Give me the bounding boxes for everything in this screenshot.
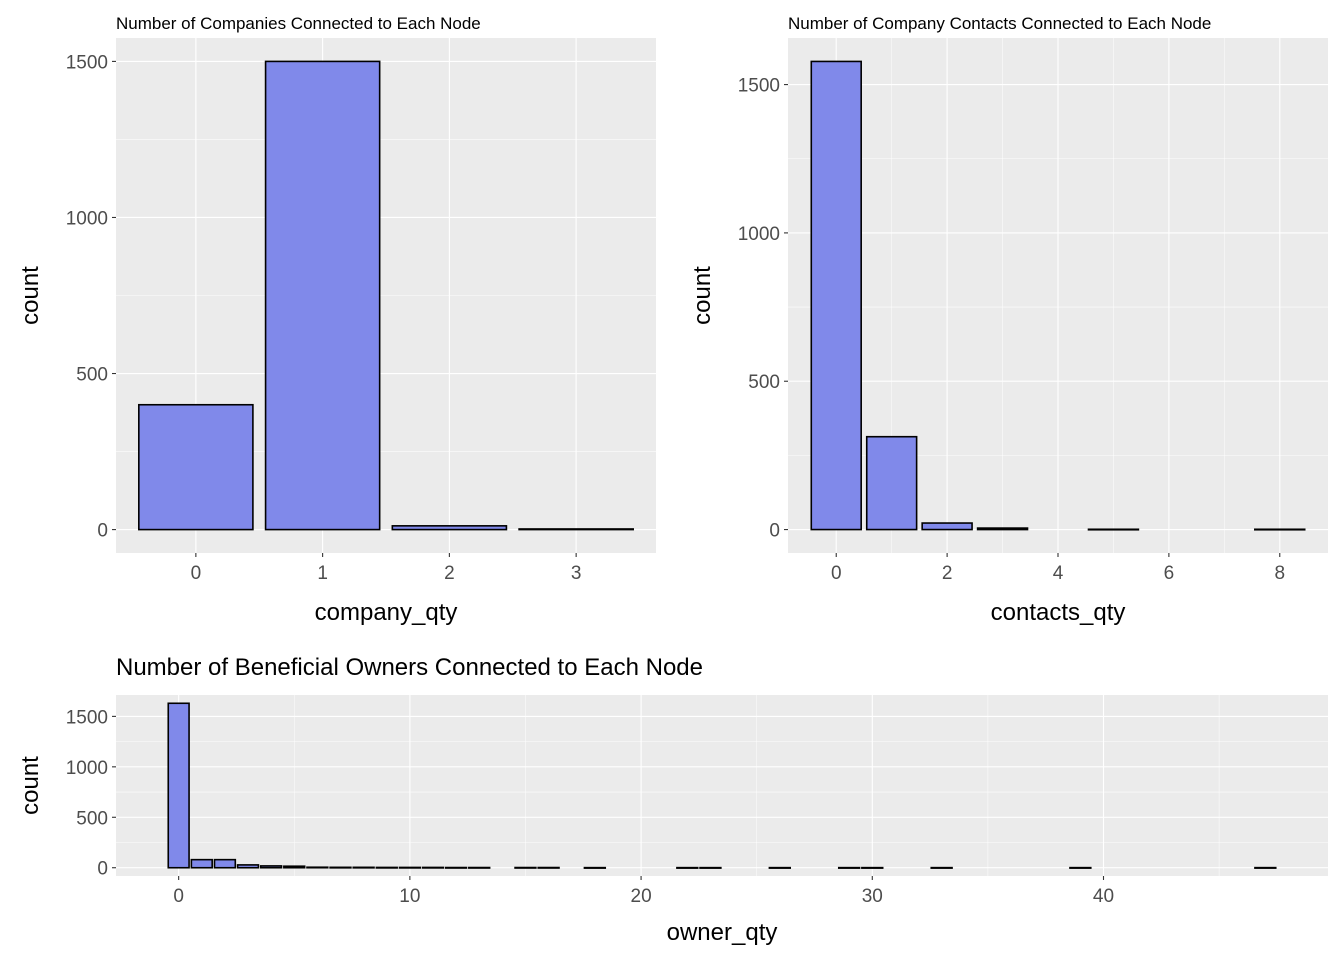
chart-companies: 0 500 1000 1500 0 1 2 3 Number of Companies Conn… xyxy=(17,14,656,626)
y-tick-label: 500 xyxy=(748,372,780,393)
bar xyxy=(329,866,352,869)
bar xyxy=(468,866,491,869)
y-tick-label: 0 xyxy=(97,859,108,880)
x-tick-label: 2 xyxy=(444,563,455,584)
bar xyxy=(391,525,508,531)
chart-title: Number of Beneficial Owners Connected to… xyxy=(116,654,703,681)
x-tick-label: 0 xyxy=(173,886,184,907)
x-tick-label: 0 xyxy=(191,563,202,584)
bar xyxy=(518,528,634,531)
bar xyxy=(768,866,792,869)
bar xyxy=(1254,528,1306,531)
x-tick-label: 20 xyxy=(631,886,652,907)
x-axis-title: company_qty xyxy=(315,599,458,626)
bar xyxy=(865,435,918,531)
bar xyxy=(421,866,445,869)
x-axis-title: contacts_qty xyxy=(991,599,1126,626)
y-tick-label: 0 xyxy=(769,521,780,542)
bar xyxy=(138,403,254,531)
bar xyxy=(1087,528,1140,531)
bar xyxy=(699,866,722,869)
x-tick-label: 8 xyxy=(1274,563,1285,584)
bar xyxy=(167,702,190,869)
x-tick-label: 40 xyxy=(1093,886,1114,907)
bar xyxy=(213,858,237,869)
bar xyxy=(537,866,560,869)
chart-contacts: 0 500 1000 1500 0 2 4 6 8 Number of Company Conta… xyxy=(689,14,1328,626)
x-tick-label: 10 xyxy=(399,886,420,907)
y-tick-label: 1500 xyxy=(738,76,780,97)
bar xyxy=(1254,866,1277,869)
bar xyxy=(1069,866,1092,869)
bar xyxy=(976,527,1029,531)
chart-owners: 0 500 1000 1500 0 10 20 30 40 Number of Beneficia… xyxy=(17,654,1328,946)
y-axis-title: count xyxy=(17,266,44,325)
bar xyxy=(264,60,381,531)
bar xyxy=(861,866,884,869)
y-tick-label: 1000 xyxy=(66,208,108,229)
bar xyxy=(810,60,862,531)
plot-panel xyxy=(116,695,1328,876)
bar xyxy=(283,865,306,869)
x-tick-label: 1 xyxy=(317,563,328,584)
chart-title: Number of Company Contacts Connected to … xyxy=(788,14,1211,33)
bar xyxy=(259,865,283,869)
bar xyxy=(514,866,537,869)
x-tick-label: 4 xyxy=(1053,563,1064,584)
bar xyxy=(352,866,375,869)
bar xyxy=(837,866,861,869)
y-tick-label: 500 xyxy=(76,365,108,386)
bar xyxy=(676,866,699,869)
x-axis-title: owner_qty xyxy=(667,919,778,946)
y-tick-label: 0 xyxy=(97,521,108,542)
x-tick-label: 6 xyxy=(1164,563,1175,584)
y-tick-label: 1500 xyxy=(66,707,108,728)
y-tick-label: 1500 xyxy=(66,52,108,73)
bar xyxy=(930,866,953,869)
x-tick-label: 30 xyxy=(862,886,883,907)
bar xyxy=(444,866,468,869)
bar xyxy=(398,866,422,869)
chart-title: Number of Companies Connected to Each No… xyxy=(116,14,481,33)
x-tick-label: 2 xyxy=(942,563,953,584)
y-tick-label: 500 xyxy=(76,808,108,829)
y-tick-label: 1000 xyxy=(738,224,780,245)
bar xyxy=(375,866,398,869)
y-axis-title: count xyxy=(689,266,716,325)
x-tick-label: 0 xyxy=(831,563,842,584)
x-tick-label: 3 xyxy=(571,563,582,584)
y-tick-label: 1000 xyxy=(66,758,108,779)
bar xyxy=(921,522,973,531)
bar xyxy=(306,866,329,869)
y-axis-title: count xyxy=(17,756,44,815)
bar xyxy=(236,864,260,869)
bar xyxy=(583,866,607,869)
bar xyxy=(190,858,213,869)
